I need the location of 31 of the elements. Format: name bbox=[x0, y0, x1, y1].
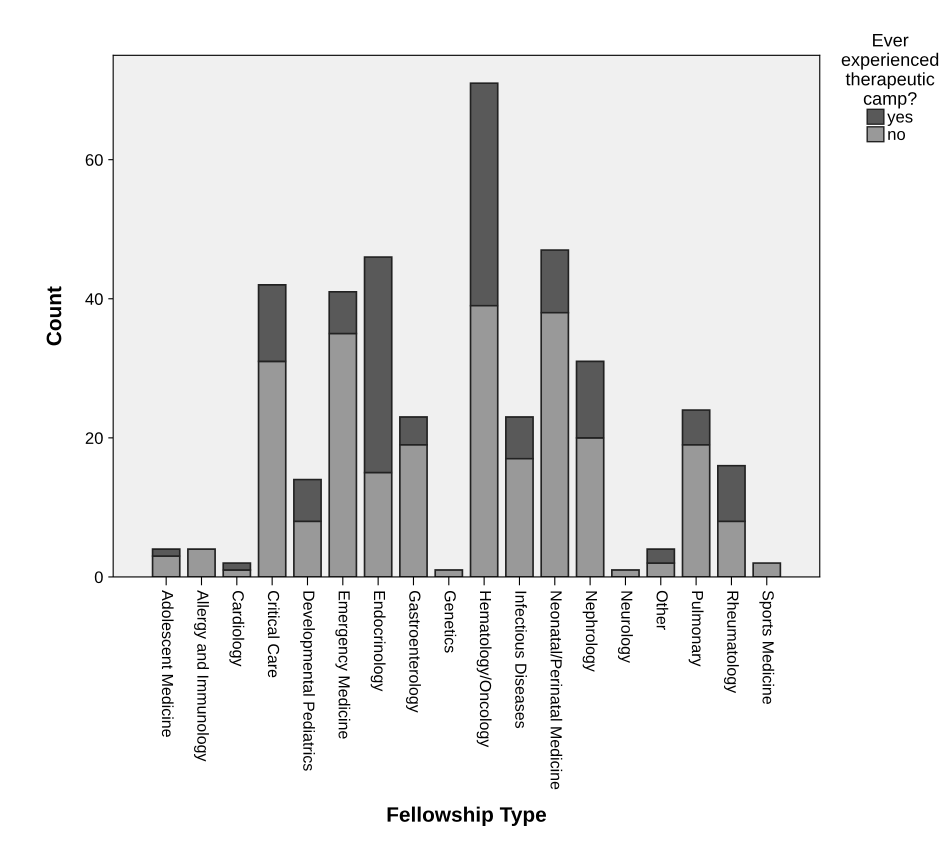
x-tick-label: Cardiology bbox=[229, 590, 244, 666]
x-tick-label: Nephrology bbox=[582, 591, 598, 672]
y-tick-label: 60 bbox=[86, 154, 103, 166]
x-tick-label: Other bbox=[656, 590, 668, 630]
x-tick-label: Allergy and Immunology bbox=[194, 590, 209, 762]
x-tick-label: Adolescent Medicine bbox=[162, 590, 174, 737]
x-tick-label: Genetics bbox=[444, 590, 456, 653]
bar bbox=[434, 569, 464, 577]
y-tick-label: 20 bbox=[86, 432, 103, 444]
x-tick-label: Gastroenterology bbox=[406, 590, 421, 713]
x-tick-label: Rheumatology bbox=[724, 591, 739, 694]
x-tick-label: Infectious Diseases bbox=[515, 592, 527, 728]
x-tick-label: Neurology bbox=[618, 591, 633, 663]
x-tick-label: Sports Medicine bbox=[759, 590, 774, 704]
bar bbox=[752, 562, 782, 577]
x-tick-label: Endocrinology bbox=[370, 591, 386, 692]
x-tick-label: Neonatal/Perinatal Medicine bbox=[550, 591, 562, 790]
y-axis-title: Count bbox=[46, 286, 62, 346]
legend-title: Ever experienced therapeutic camp? bbox=[842, 34, 938, 108]
x-tick-label: Pulmonary bbox=[688, 591, 704, 666]
x-tick-label: Critical Care bbox=[268, 590, 280, 678]
legend-label: yes bbox=[887, 114, 913, 126]
x-axis-title: Fellowship Type bbox=[388, 806, 546, 826]
x-tick-label: Developmental Pediatrics bbox=[300, 591, 315, 771]
x-tick-label: Emergency Medicine bbox=[335, 591, 350, 739]
y-tick-label: 40 bbox=[85, 293, 103, 305]
bar bbox=[611, 569, 640, 577]
legend-label: no bbox=[888, 130, 906, 140]
bar bbox=[187, 548, 216, 577]
y-tick-label: 0 bbox=[94, 571, 103, 584]
x-tick-label: Hematology/Oncology bbox=[476, 591, 492, 748]
